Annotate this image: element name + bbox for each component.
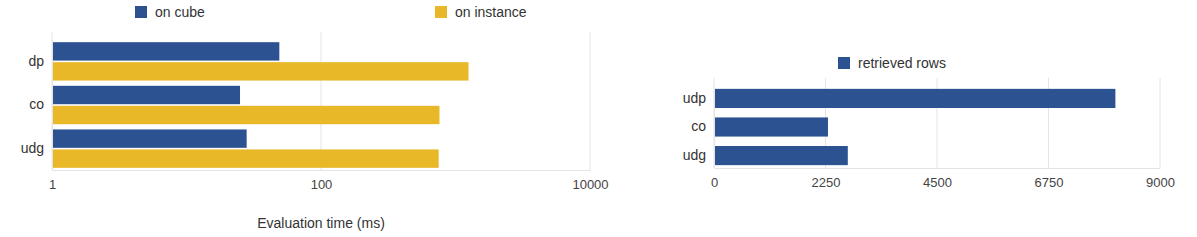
category-label: udg bbox=[21, 140, 44, 156]
grid bbox=[52, 32, 590, 170]
axis-line bbox=[715, 168, 1161, 169]
tick: udg bbox=[21, 140, 52, 156]
category-label: udg bbox=[683, 147, 706, 163]
axis-line bbox=[53, 170, 591, 171]
legend: on cube on instance bbox=[135, 4, 527, 20]
tick-label: 9000 bbox=[1146, 175, 1175, 190]
tick: 2250 bbox=[812, 168, 841, 190]
tick-label: 4500 bbox=[923, 175, 952, 190]
grid-line bbox=[714, 78, 715, 168]
legend: retrieved rows bbox=[838, 55, 946, 71]
tick: 100 bbox=[311, 170, 333, 192]
tick: 10000 bbox=[572, 170, 608, 192]
legend-label: on cube bbox=[155, 4, 205, 20]
tick: 6750 bbox=[1035, 168, 1064, 190]
category-label: dp bbox=[28, 53, 44, 69]
tick: 4500 bbox=[923, 168, 952, 190]
chart-1: 0 2250 4500 6750 9000 udp co udg retrieved rows bbox=[683, 55, 1175, 190]
grid-line bbox=[52, 32, 53, 170]
legend-label: on instance bbox=[455, 4, 527, 20]
legend-swatch bbox=[435, 6, 447, 18]
tick: 9000 bbox=[1146, 168, 1175, 190]
series bbox=[714, 89, 1115, 165]
grid-line bbox=[321, 32, 322, 170]
bar bbox=[714, 146, 848, 165]
bar bbox=[52, 106, 439, 124]
tick-label: 6750 bbox=[1035, 175, 1064, 190]
grid-line bbox=[1160, 78, 1161, 168]
bar bbox=[714, 117, 828, 136]
bars bbox=[714, 89, 1115, 165]
series bbox=[52, 42, 279, 148]
x-axis: 1 100 10000 bbox=[49, 170, 609, 192]
x-axis: 0 2250 4500 6750 9000 bbox=[711, 168, 1175, 190]
tick-label: 10000 bbox=[572, 177, 608, 192]
bars bbox=[52, 42, 469, 168]
legend-swatch bbox=[135, 6, 147, 18]
tick: 1 bbox=[49, 170, 56, 192]
bar bbox=[52, 149, 439, 167]
tick: co bbox=[29, 96, 52, 112]
tick: 0 bbox=[711, 168, 718, 190]
tick: dp bbox=[28, 53, 52, 69]
bar bbox=[52, 62, 469, 80]
axis-line bbox=[52, 41, 53, 171]
tick-label: 100 bbox=[311, 177, 333, 192]
y-axis: udp co udg bbox=[683, 87, 715, 169]
tick: udp bbox=[683, 90, 714, 106]
legend-label: retrieved rows bbox=[858, 55, 946, 71]
category-label: udp bbox=[683, 90, 707, 106]
category-label: co bbox=[29, 96, 44, 112]
tick: co bbox=[691, 118, 714, 134]
grid bbox=[714, 78, 1160, 168]
category-label: co bbox=[691, 118, 706, 134]
tick-label: 2250 bbox=[812, 175, 841, 190]
bar bbox=[52, 86, 240, 104]
chart-canvas: 1 100 10000 dp co udg Evaluation time (ms) on c… bbox=[0, 0, 1197, 237]
tick: udg bbox=[683, 147, 714, 163]
axis-line bbox=[714, 87, 715, 169]
chart-0: 1 100 10000 dp co udg Evaluation time (ms) on c… bbox=[21, 4, 609, 231]
tick-label: 1 bbox=[49, 177, 56, 192]
bar bbox=[714, 89, 1115, 108]
bar bbox=[52, 42, 279, 60]
y-axis: dp co udg bbox=[21, 41, 53, 171]
tick-label: 0 bbox=[711, 175, 718, 190]
grid-line bbox=[590, 32, 591, 170]
series bbox=[52, 62, 469, 168]
axis-title: Evaluation time (ms) bbox=[257, 215, 385, 231]
legend-swatch bbox=[838, 57, 850, 69]
bar bbox=[52, 129, 247, 147]
